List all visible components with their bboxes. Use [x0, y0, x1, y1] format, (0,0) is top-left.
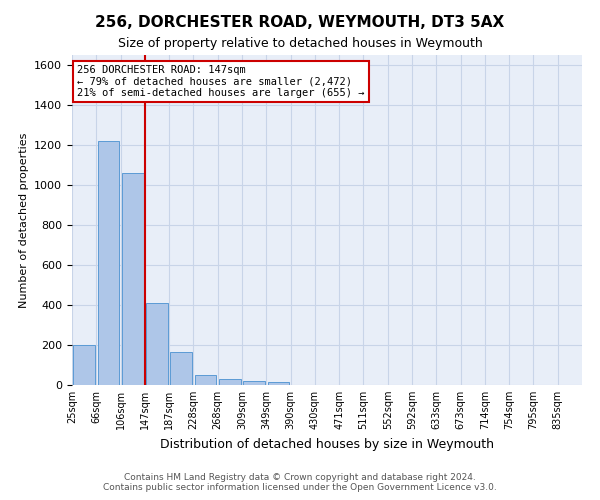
- Bar: [97, 141, 119, 385]
- Bar: [122, 173, 143, 385]
- Bar: [219, 379, 241, 385]
- X-axis label: Distribution of detached houses by size in Weymouth: Distribution of detached houses by size …: [160, 438, 494, 450]
- Text: Contains HM Land Registry data © Crown copyright and database right 2024.
Contai: Contains HM Land Registry data © Crown c…: [103, 473, 497, 492]
- Bar: [73, 345, 95, 385]
- Bar: [194, 375, 217, 385]
- Text: 256 DORCHESTER ROAD: 147sqm
← 79% of detached houses are smaller (2,472)
21% of : 256 DORCHESTER ROAD: 147sqm ← 79% of det…: [77, 65, 365, 98]
- Bar: [170, 352, 192, 385]
- Bar: [243, 381, 265, 385]
- Y-axis label: Number of detached properties: Number of detached properties: [19, 132, 29, 308]
- Bar: [268, 382, 289, 385]
- Text: Size of property relative to detached houses in Weymouth: Size of property relative to detached ho…: [118, 38, 482, 51]
- Text: 256, DORCHESTER ROAD, WEYMOUTH, DT3 5AX: 256, DORCHESTER ROAD, WEYMOUTH, DT3 5AX: [95, 15, 505, 30]
- Bar: [146, 303, 168, 385]
